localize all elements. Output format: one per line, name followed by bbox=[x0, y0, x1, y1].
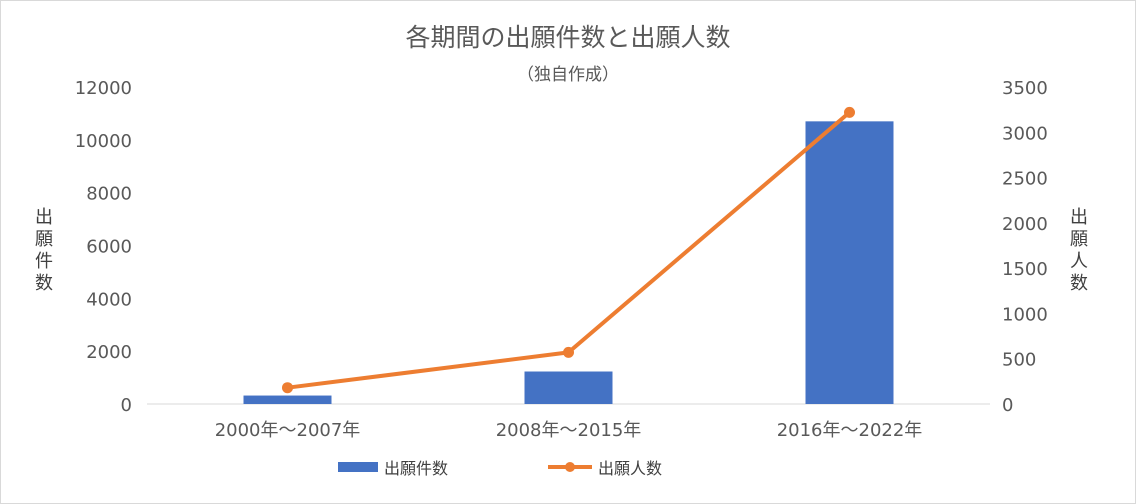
x-tick-label: 2008年～2015年 bbox=[496, 420, 642, 441]
line-point bbox=[844, 106, 855, 118]
y-right-tick-label: 500 bbox=[1002, 350, 1036, 371]
y-axis-right-label: 出願人数 bbox=[1070, 207, 1088, 294]
y-right-tick-label: 2000 bbox=[1002, 214, 1048, 235]
y-right-tick-label: 3000 bbox=[1002, 123, 1048, 144]
x-tick-label: 2000年～2007年 bbox=[215, 420, 361, 441]
legend-label-applications: 出願件数 bbox=[384, 459, 449, 478]
legend: 出願件数 出願人数 bbox=[0, 455, 1136, 481]
y-left-tick-label: 8000 bbox=[86, 184, 132, 205]
y-left-tick-label: 12000 bbox=[75, 78, 132, 99]
legend-line-swatch bbox=[548, 459, 592, 475]
line-point bbox=[282, 382, 293, 394]
chart-title: 各期間の出願件数と出願人数 bbox=[405, 23, 731, 52]
legend-item-applicants: 出願人数 bbox=[548, 455, 662, 479]
y-left-tick-label: 10000 bbox=[75, 131, 132, 152]
bar bbox=[243, 395, 332, 404]
line-point bbox=[563, 346, 574, 358]
y-left-tick-label: 2000 bbox=[86, 342, 132, 363]
y-left-tick-label: 6000 bbox=[86, 237, 132, 258]
y-left-tick-label: 4000 bbox=[86, 289, 132, 310]
bar bbox=[524, 371, 613, 404]
y-left-tick-label: 0 bbox=[121, 395, 132, 416]
x-tick-label: 2016年～2022年 bbox=[777, 420, 923, 441]
bar bbox=[805, 121, 894, 404]
legend-bar-swatch bbox=[338, 462, 378, 472]
y-right-tick-label: 1500 bbox=[1002, 259, 1048, 280]
chart-subtitle: （独自作成） bbox=[517, 65, 619, 85]
legend-item-applications: 出願件数 bbox=[338, 455, 448, 479]
y-right-tick-label: 2500 bbox=[1002, 169, 1048, 190]
y-right-tick-label: 0 bbox=[1002, 395, 1013, 416]
y-axis-left-label: 出願件数 bbox=[35, 207, 53, 294]
series-line bbox=[285, 110, 852, 390]
legend-label-applicants: 出願人数 bbox=[598, 459, 663, 478]
y-right-tick-label: 1000 bbox=[1002, 304, 1048, 325]
y-right-tick-label: 3500 bbox=[1002, 78, 1048, 99]
